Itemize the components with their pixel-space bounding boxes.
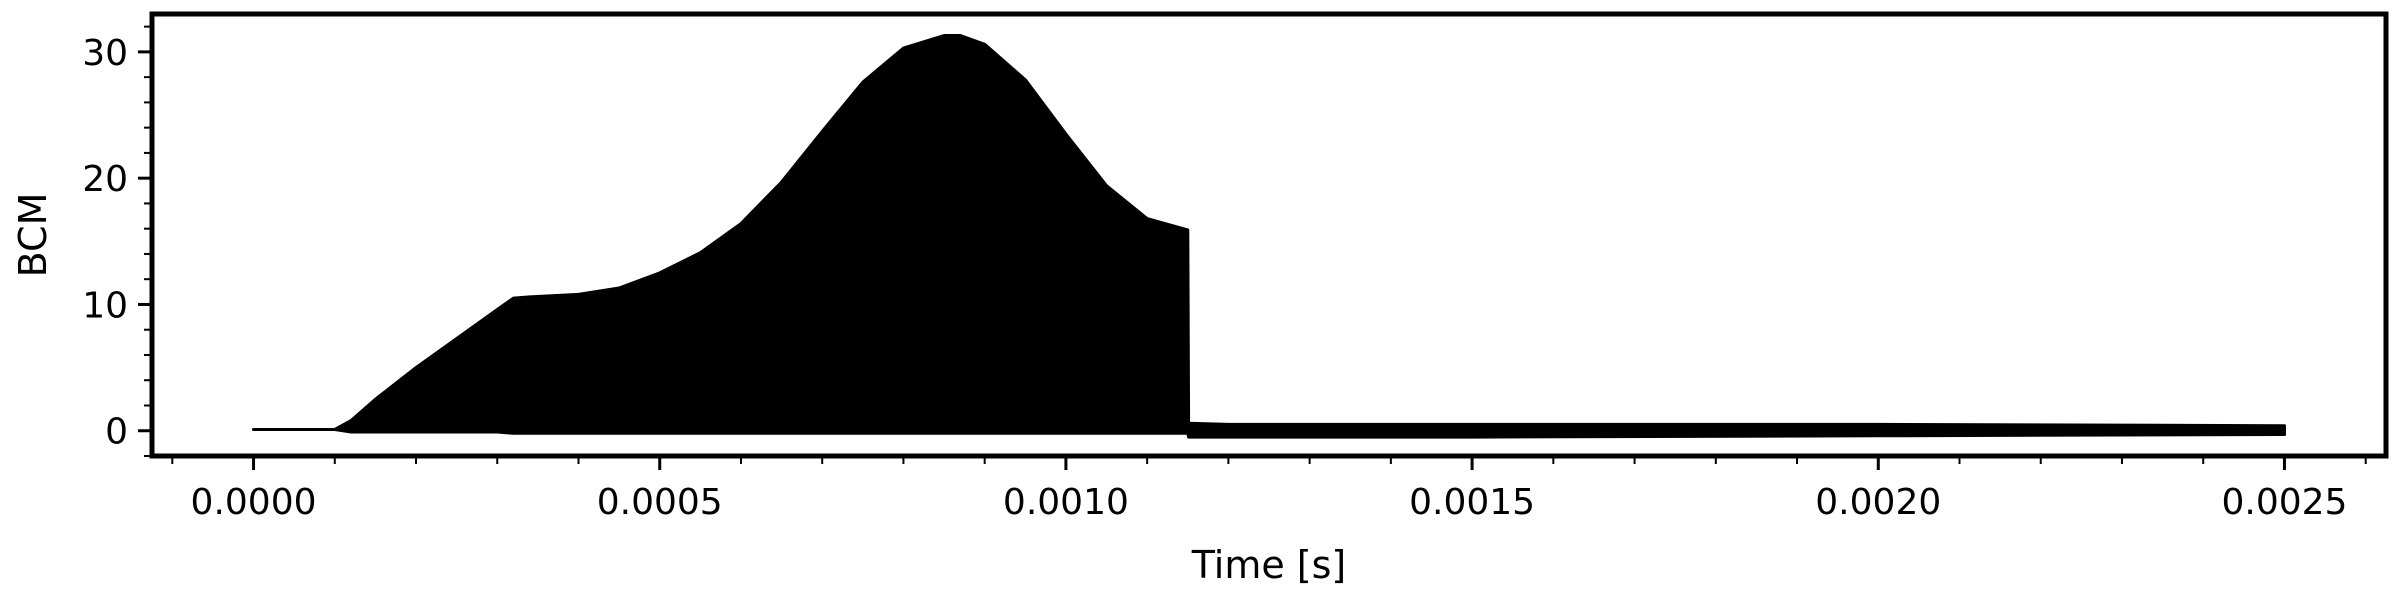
plot-frame (149, 11, 2389, 459)
x-tick-label: 0.0025 (2221, 482, 2347, 523)
x-tick-label: 0.0010 (1003, 482, 1129, 523)
x-tick-label: 0.0015 (1409, 482, 1535, 523)
x-tick-label: 0.0005 (597, 482, 723, 523)
y-axis-ticks: 0 10 20 30 (82, 25, 152, 457)
x-tick-label: 0.0020 (1815, 482, 1941, 523)
y-tick-label: 20 (82, 159, 128, 200)
plot-area (252, 34, 2286, 439)
x-tick-label: 0.0000 (191, 482, 317, 523)
y-axis-label: BCM (11, 193, 55, 278)
y-tick-label: 10 (82, 285, 128, 326)
y-tick-label: 0 (105, 412, 128, 453)
y-tick-label: 30 (82, 33, 128, 74)
series-envelope-0 (252, 34, 2286, 439)
x-axis-ticks: 0.0000 0.0005 0.0010 0.0015 0.0020 0.0025 (171, 456, 2367, 523)
x-axis-label: Time [s] (1191, 543, 1347, 587)
